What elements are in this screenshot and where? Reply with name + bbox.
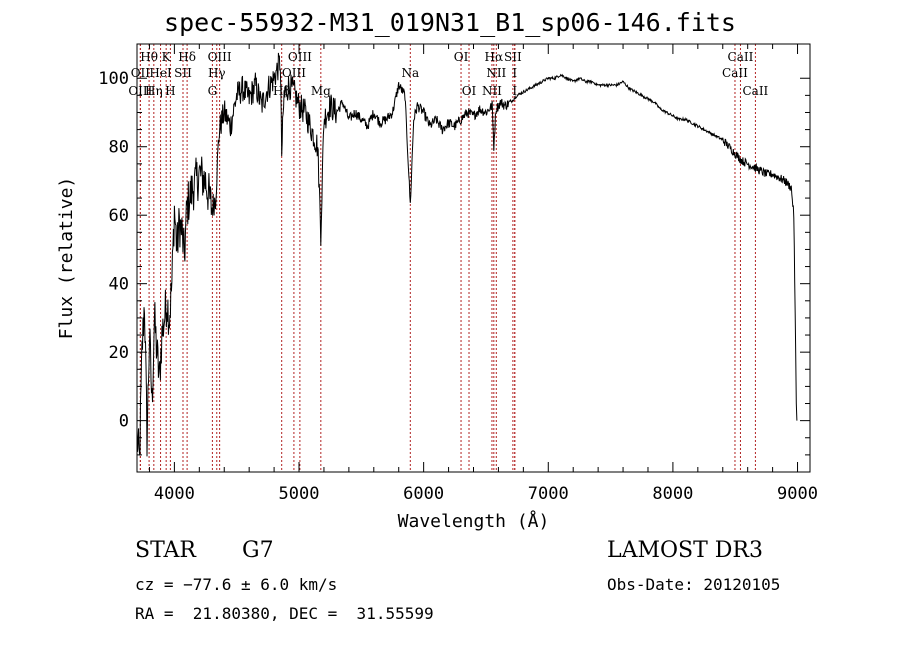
- line-label: OIII: [282, 66, 306, 80]
- y-tick-label: 100: [98, 69, 129, 89]
- line-label: NII: [482, 84, 502, 98]
- line-label: Hη: [145, 84, 163, 98]
- x-axis-label: Wavelength (Å): [398, 510, 550, 532]
- redshift-label: cz = −77.6 ± 6.0 km/s: [135, 575, 338, 594]
- plot-frame: [136, 43, 811, 473]
- chart-title: spec-55932-M31_019N31_B1_sp06-146.fits: [164, 8, 736, 37]
- line-label: OIII: [128, 84, 152, 98]
- object-class: STAR: [135, 538, 196, 563]
- line-label: Hα: [485, 50, 504, 64]
- line-label: CaII: [728, 50, 754, 64]
- line-label: OI: [454, 50, 469, 64]
- line-label: OIII: [288, 50, 312, 64]
- x-tick-label: 9000: [777, 484, 818, 504]
- line-label: Hγ: [208, 66, 226, 80]
- x-tick-label: 5000: [279, 484, 320, 504]
- line-label: G: [208, 84, 218, 98]
- y-tick-label: 20: [109, 343, 129, 363]
- line-label: CaII: [742, 84, 768, 98]
- x-tick-label: 7000: [528, 484, 569, 504]
- line-label: Hθ: [140, 50, 158, 64]
- spectrum-line: [136, 52, 798, 457]
- x-tick-label: 4000: [154, 484, 195, 504]
- line-label: H: [165, 84, 175, 98]
- line-label: CaII: [722, 66, 748, 80]
- x-tick-label: 8000: [652, 484, 693, 504]
- object-subclass: G7: [242, 538, 274, 563]
- line-label: SII: [174, 66, 192, 80]
- line-label: Hδ: [178, 50, 196, 64]
- y-tick-label: 60: [109, 206, 129, 226]
- line-label: Hβ: [273, 84, 290, 98]
- line-label: OIII: [208, 50, 232, 64]
- y-tick-label: 40: [109, 275, 129, 295]
- x-tick-label: 6000: [403, 484, 444, 504]
- line-label: OII: [131, 66, 151, 80]
- line-label: HeI: [149, 66, 172, 80]
- obs-date-label: Obs-Date: 20120105: [607, 575, 781, 594]
- line-label: OI: [462, 84, 477, 98]
- survey-label: LAMOST DR3: [607, 538, 763, 563]
- coords-label: RA = 21.80380, DEC = 31.55599: [135, 604, 434, 623]
- line-label: I: [512, 84, 517, 98]
- y-tick-label: 0: [119, 412, 129, 432]
- y-tick-label: 80: [109, 138, 129, 158]
- line-label: Mg: [311, 84, 331, 98]
- line-label: Na: [401, 66, 419, 80]
- line-label: NII: [486, 66, 506, 80]
- line-label: I: [512, 66, 517, 80]
- y-axis-label: Flux (relative): [56, 177, 77, 340]
- line-label: K: [162, 50, 172, 64]
- line-label: SII: [504, 50, 522, 64]
